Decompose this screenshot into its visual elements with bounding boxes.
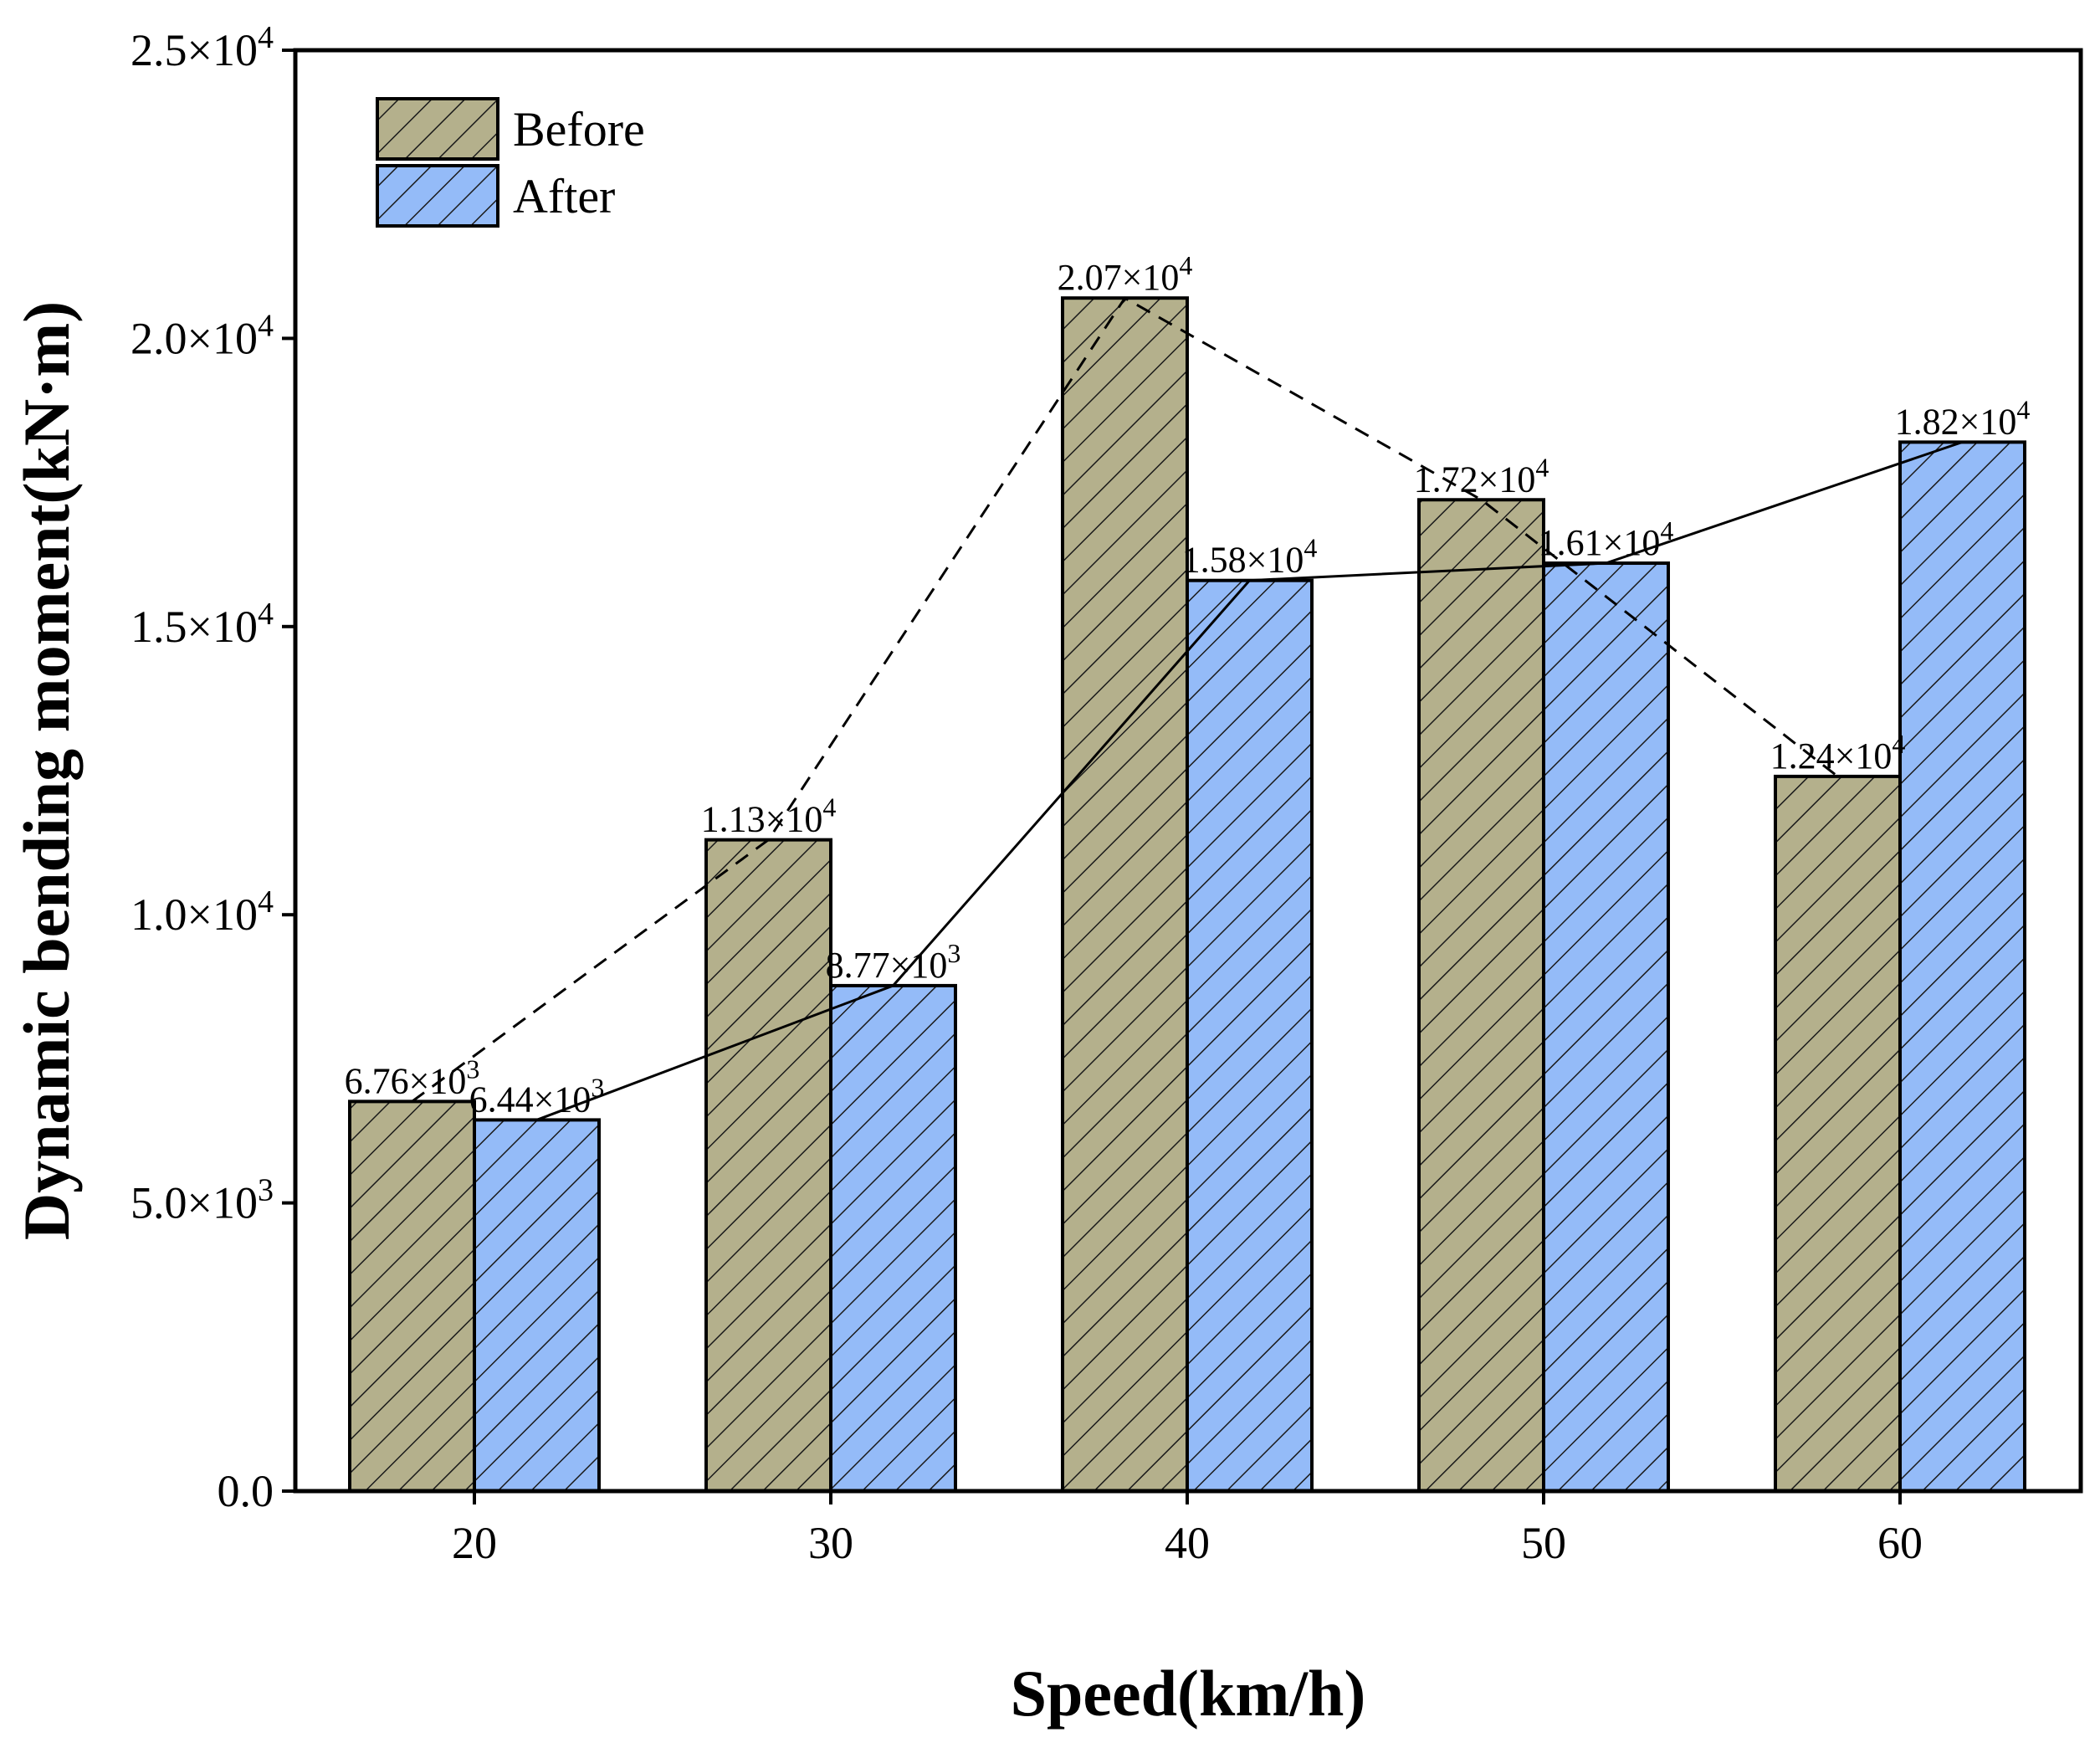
y-tick-label: 1.0×104	[131, 884, 274, 940]
x-tick-label: 50	[1521, 1518, 1566, 1568]
x-tick-label: 20	[452, 1518, 497, 1568]
legend-label-before: Before	[513, 102, 645, 156]
y-tick-label: 2.0×104	[131, 308, 274, 363]
x-axis-title: Speed(km/h)	[1011, 1657, 1366, 1730]
x-tick-label: 40	[1165, 1518, 1210, 1568]
data-label-after-40: 1.58×104	[1182, 533, 1318, 581]
bar-after-30	[829, 983, 957, 1493]
x-tick-label: 60	[1877, 1518, 1923, 1568]
legend-swatch-after	[376, 164, 499, 228]
legend-swatch-before	[376, 97, 499, 161]
bar-after-60	[1898, 440, 2026, 1493]
data-label-after-30: 8.77×103	[826, 938, 961, 986]
bar-after-50	[1542, 561, 1670, 1493]
bar-before-40	[1061, 296, 1189, 1494]
bar-before-30	[704, 838, 832, 1493]
y-tick-label: 2.5×104	[131, 20, 274, 75]
y-axis-ticks: 0.0 5.0×103 1.0×104 1.5×104 2.0×104 2.5×104	[131, 20, 295, 1516]
x-tick-label: 30	[808, 1518, 853, 1568]
y-axis-title: Dynamic bending moment(kN·m)	[10, 301, 83, 1240]
data-label-before-40: 2.07×104	[1058, 250, 1193, 298]
y-tick-label: 1.5×104	[131, 597, 274, 652]
data-label-before-60: 1.24×104	[1770, 729, 1906, 777]
y-tick-label: 0.0	[218, 1466, 274, 1516]
data-label-before-50: 1.72×104	[1414, 452, 1549, 500]
y-tick-label: 5.0×103	[131, 1173, 274, 1228]
x-axis-ticks: 20 30 40 50 60	[452, 1491, 1923, 1568]
bar-before-50	[1417, 498, 1545, 1493]
bar-after-40	[1186, 578, 1314, 1493]
bar-before-20	[348, 1099, 476, 1494]
data-label-before-30: 1.13×104	[701, 792, 837, 840]
connector-line-before	[411, 296, 1839, 1103]
data-label-before-20: 6.76×103	[345, 1053, 480, 1101]
bar-before-60	[1774, 774, 1902, 1493]
data-label-after-50: 1.61×104	[1539, 515, 1674, 563]
data-label-after-20: 6.44×103	[469, 1072, 605, 1120]
connector-line-after	[535, 440, 1963, 1121]
connector-lines	[411, 296, 1963, 1121]
data-labels-group: 6.76×103 1.13×104 2.07×104 1.72×104 1.24×104…	[345, 250, 2031, 1120]
legend-label-after: After	[513, 169, 615, 223]
data-label-after-60: 1.82×104	[1895, 394, 2031, 442]
bar-after-20	[473, 1118, 601, 1494]
legend: Before After	[376, 97, 645, 228]
bars-group	[348, 296, 2026, 1494]
